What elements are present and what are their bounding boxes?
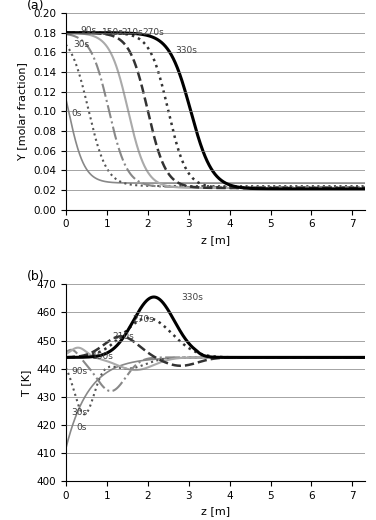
Text: 30s: 30s [73, 40, 89, 48]
Text: 330s: 330s [176, 46, 197, 55]
Text: 0s: 0s [76, 423, 87, 433]
Text: 210s: 210s [121, 28, 143, 36]
Y-axis label: T [K]: T [K] [21, 370, 31, 396]
Text: 210s: 210s [112, 332, 134, 341]
Text: 30s: 30s [71, 408, 87, 417]
Text: 90s: 90s [71, 367, 87, 376]
Text: (a): (a) [27, 0, 44, 12]
Text: 270s: 270s [143, 28, 165, 37]
Y-axis label: Y [molar fraction]: Y [molar fraction] [17, 62, 27, 160]
Text: (b): (b) [27, 270, 45, 283]
Text: 270s: 270s [133, 315, 154, 324]
Text: 150s: 150s [92, 352, 114, 361]
Text: 150s: 150s [102, 28, 124, 36]
X-axis label: z [m]: z [m] [201, 235, 230, 245]
Text: 90s: 90s [80, 27, 97, 35]
Text: 330s: 330s [182, 293, 203, 302]
X-axis label: z [m]: z [m] [201, 506, 230, 516]
Text: 0s: 0s [71, 109, 82, 118]
